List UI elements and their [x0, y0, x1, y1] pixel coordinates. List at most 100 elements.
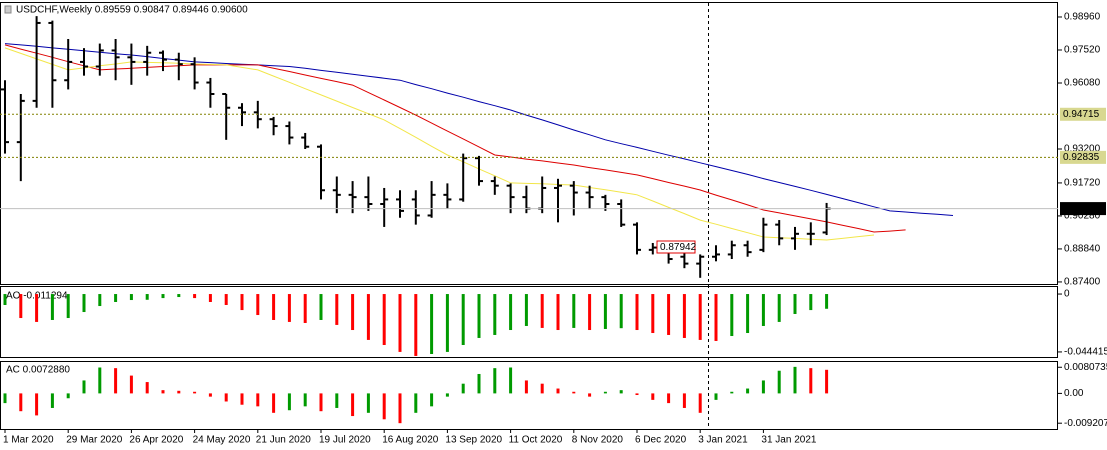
histogram-bar [493, 368, 497, 394]
price-level-tag [1060, 107, 1106, 121]
histogram-bar [809, 368, 813, 394]
histogram-bar [114, 294, 118, 302]
histogram-bar [524, 294, 528, 326]
histogram-bar [477, 373, 481, 394]
histogram-bar [161, 294, 165, 299]
y-tick-label: 0.96080 [1064, 78, 1101, 89]
histogram-bar [319, 393, 323, 412]
histogram-bar [777, 370, 781, 394]
histogram-bar [635, 294, 639, 331]
x-tick-label: 29 Mar 2020 [66, 435, 123, 446]
histogram-bar [193, 391, 197, 394]
price-level-label: 0.92835 [1063, 152, 1100, 163]
histogram-bar [208, 393, 212, 397]
histogram-bar [272, 393, 276, 413]
histogram-bar [825, 294, 829, 309]
histogram-bar [461, 383, 465, 394]
y-tick-label: 0 [1064, 289, 1070, 300]
histogram-bar [809, 294, 813, 311]
histogram-bar [572, 391, 576, 394]
histogram-bar [524, 380, 528, 394]
price-level-tag [1060, 202, 1106, 216]
histogram-bar [351, 393, 355, 417]
histogram-bar [66, 294, 70, 319]
histogram-bar [82, 380, 86, 394]
histogram-bar [193, 294, 197, 299]
x-tick-label: 6 Dec 2020 [635, 435, 687, 446]
histogram-bar [3, 294, 7, 305]
histogram-bar [224, 294, 228, 305]
annotation-box [656, 240, 696, 254]
ac-panel [0, 361, 1058, 430]
histogram-bar [161, 390, 165, 394]
histogram-bar [82, 294, 86, 313]
y-tick-label: -0.044415 [1064, 347, 1107, 358]
histogram-bar [177, 390, 181, 394]
histogram-bar [145, 382, 149, 394]
histogram-bar [50, 294, 54, 320]
histogram-bar [540, 383, 544, 394]
histogram-bar [19, 294, 23, 319]
histogram-bar [177, 294, 181, 298]
histogram-bar [556, 388, 560, 394]
histogram-bar [50, 393, 54, 408]
histogram-bar [793, 294, 797, 314]
histogram-bar [477, 294, 481, 338]
histogram-bar [588, 393, 592, 397]
histogram-bar [366, 294, 370, 340]
histogram-bar [603, 294, 607, 329]
moving-average [4, 47, 875, 241]
ac-label: AC 0.0072880 [6, 365, 70, 376]
histogram-bar [114, 368, 118, 394]
histogram-bar [414, 294, 418, 356]
x-tick-label: 31 Jan 2021 [761, 435, 816, 446]
histogram-bar [825, 369, 829, 394]
histogram-bar [224, 393, 228, 402]
y-tick-label: 0.93200 [1064, 144, 1101, 155]
histogram-bar [66, 393, 70, 399]
histogram-bar [303, 393, 307, 407]
x-tick-label: 19 Jul 2020 [319, 435, 371, 446]
histogram-bar [414, 393, 418, 413]
histogram-bar [129, 375, 133, 394]
histogram-bar [603, 391, 607, 394]
histogram-bar [398, 294, 402, 352]
histogram-bar [382, 294, 386, 346]
histogram-bar [445, 294, 449, 352]
y-tick-label: 0.88840 [1064, 244, 1101, 255]
histogram-bar [461, 294, 465, 346]
histogram-bar [335, 294, 339, 325]
histogram-bar [430, 294, 434, 355]
y-tick-label: 0.97520 [1064, 45, 1101, 56]
y-tick-label: -0.0092074 [1064, 418, 1107, 429]
histogram-bar [572, 294, 576, 328]
histogram-bar [761, 380, 765, 394]
histogram-bar [730, 294, 734, 337]
histogram-bar [145, 294, 149, 300]
x-tick-label: 8 Nov 2020 [572, 435, 624, 446]
price-level-label: 0.90600 [1063, 203, 1100, 214]
histogram-bar [667, 393, 671, 404]
x-tick-label: 16 Aug 2020 [382, 435, 439, 446]
histogram-bar [540, 294, 544, 328]
histogram-bar [682, 393, 686, 408]
price-level-label: 0.94715 [1063, 109, 1100, 120]
histogram-bar [651, 393, 655, 400]
histogram-bar [319, 294, 323, 320]
histogram-bar [682, 294, 686, 338]
histogram-bar [714, 294, 718, 341]
histogram-bar [256, 393, 260, 407]
annotation: 0.87942 [660, 242, 697, 253]
histogram-bar [240, 393, 244, 405]
histogram-bar [256, 294, 260, 316]
histogram-bar [208, 294, 212, 302]
chart-title: USDCHF,Weekly 0.89559 0.90847 0.89446 0.… [16, 5, 248, 16]
histogram-bar [445, 393, 449, 397]
histogram-bar [366, 393, 370, 413]
ao-panel [0, 286, 1058, 358]
symbol-icon [4, 5, 12, 14]
histogram-bar [398, 393, 402, 424]
price-panel [0, 2, 1058, 285]
